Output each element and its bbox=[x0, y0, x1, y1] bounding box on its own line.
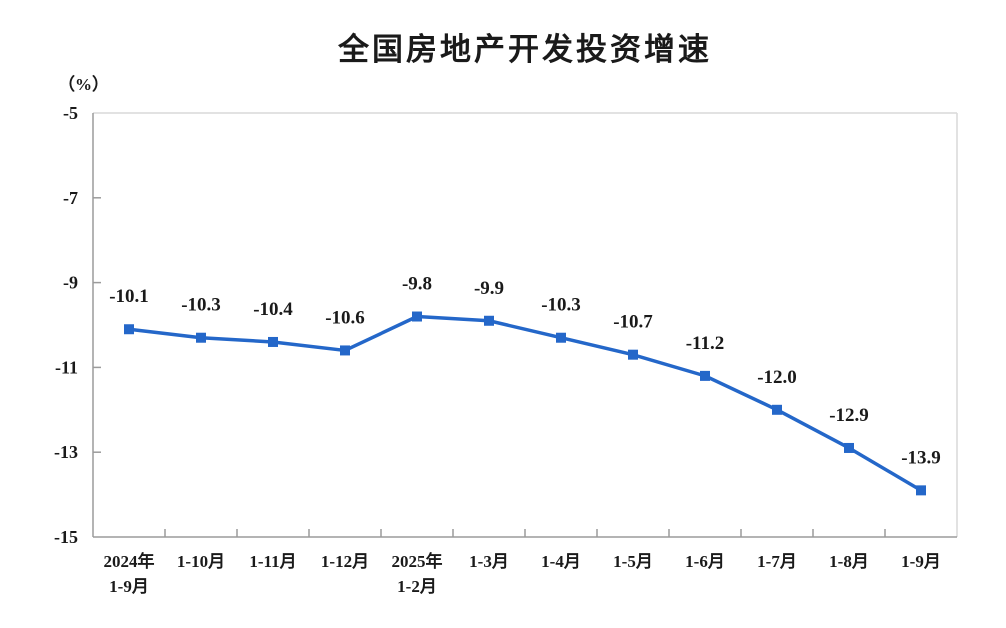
data-point-label: -9.8 bbox=[402, 274, 432, 295]
data-point-label: -12.0 bbox=[757, 367, 797, 388]
data-point-label: -10.7 bbox=[613, 312, 653, 333]
data-point-marker bbox=[700, 370, 710, 381]
data-point-marker bbox=[124, 324, 134, 335]
data-point-marker bbox=[772, 404, 782, 415]
data-point-label: -10.1 bbox=[109, 286, 149, 307]
x-tick-label: 1-4月 bbox=[541, 552, 581, 571]
data-point-label: -13.9 bbox=[901, 447, 941, 468]
data-point-marker bbox=[412, 311, 422, 322]
data-point-marker bbox=[556, 332, 566, 343]
y-tick-label: -7 bbox=[63, 188, 78, 208]
data-point-label: -11.2 bbox=[686, 333, 725, 354]
data-point-label: -9.9 bbox=[474, 278, 504, 299]
data-point-marker bbox=[268, 336, 278, 347]
chart-title: 全国房地产开发投资增速 bbox=[338, 32, 712, 67]
y-axis-unit-label: （%） bbox=[58, 75, 109, 94]
x-tick-label: 1-10月 bbox=[177, 552, 225, 571]
x-tick-label: 1-6月 bbox=[685, 552, 725, 571]
data-point-marker bbox=[340, 345, 350, 356]
x-tick-label: 1-9月 bbox=[901, 552, 941, 571]
data-point-marker bbox=[628, 349, 638, 360]
x-tick-label: 1-9月 bbox=[109, 577, 149, 596]
x-tick-label: 2024年 bbox=[104, 551, 155, 571]
data-point-marker bbox=[844, 442, 854, 453]
x-tick-label: 1-2月 bbox=[397, 577, 437, 596]
data-point-label: -10.3 bbox=[541, 295, 581, 316]
y-tick-label: -5 bbox=[63, 103, 78, 123]
x-tick-label: 1-12月 bbox=[321, 552, 369, 571]
x-tick-label: 1-8月 bbox=[829, 552, 869, 571]
x-tick-label: 1-11月 bbox=[249, 552, 296, 571]
data-point-label: -10.3 bbox=[181, 295, 221, 316]
data-point-marker bbox=[916, 485, 926, 496]
x-tick-label: 1-5月 bbox=[613, 552, 653, 571]
data-point-label: -12.9 bbox=[829, 405, 869, 426]
data-point-marker bbox=[196, 332, 206, 343]
y-tick-label: -13 bbox=[54, 442, 78, 462]
y-tick-label: -11 bbox=[55, 357, 78, 377]
y-tick-label: -15 bbox=[54, 527, 78, 547]
x-tick-label: 2025年 bbox=[392, 551, 443, 571]
data-point-label: -10.6 bbox=[325, 307, 365, 328]
data-series-line bbox=[127, 314, 923, 493]
data-point-marker bbox=[484, 315, 494, 326]
x-tick-label: 1-7月 bbox=[757, 552, 797, 571]
y-tick-label: -9 bbox=[63, 273, 78, 293]
data-point-label: -10.4 bbox=[253, 299, 293, 320]
x-tick-label: 1-3月 bbox=[469, 552, 509, 571]
